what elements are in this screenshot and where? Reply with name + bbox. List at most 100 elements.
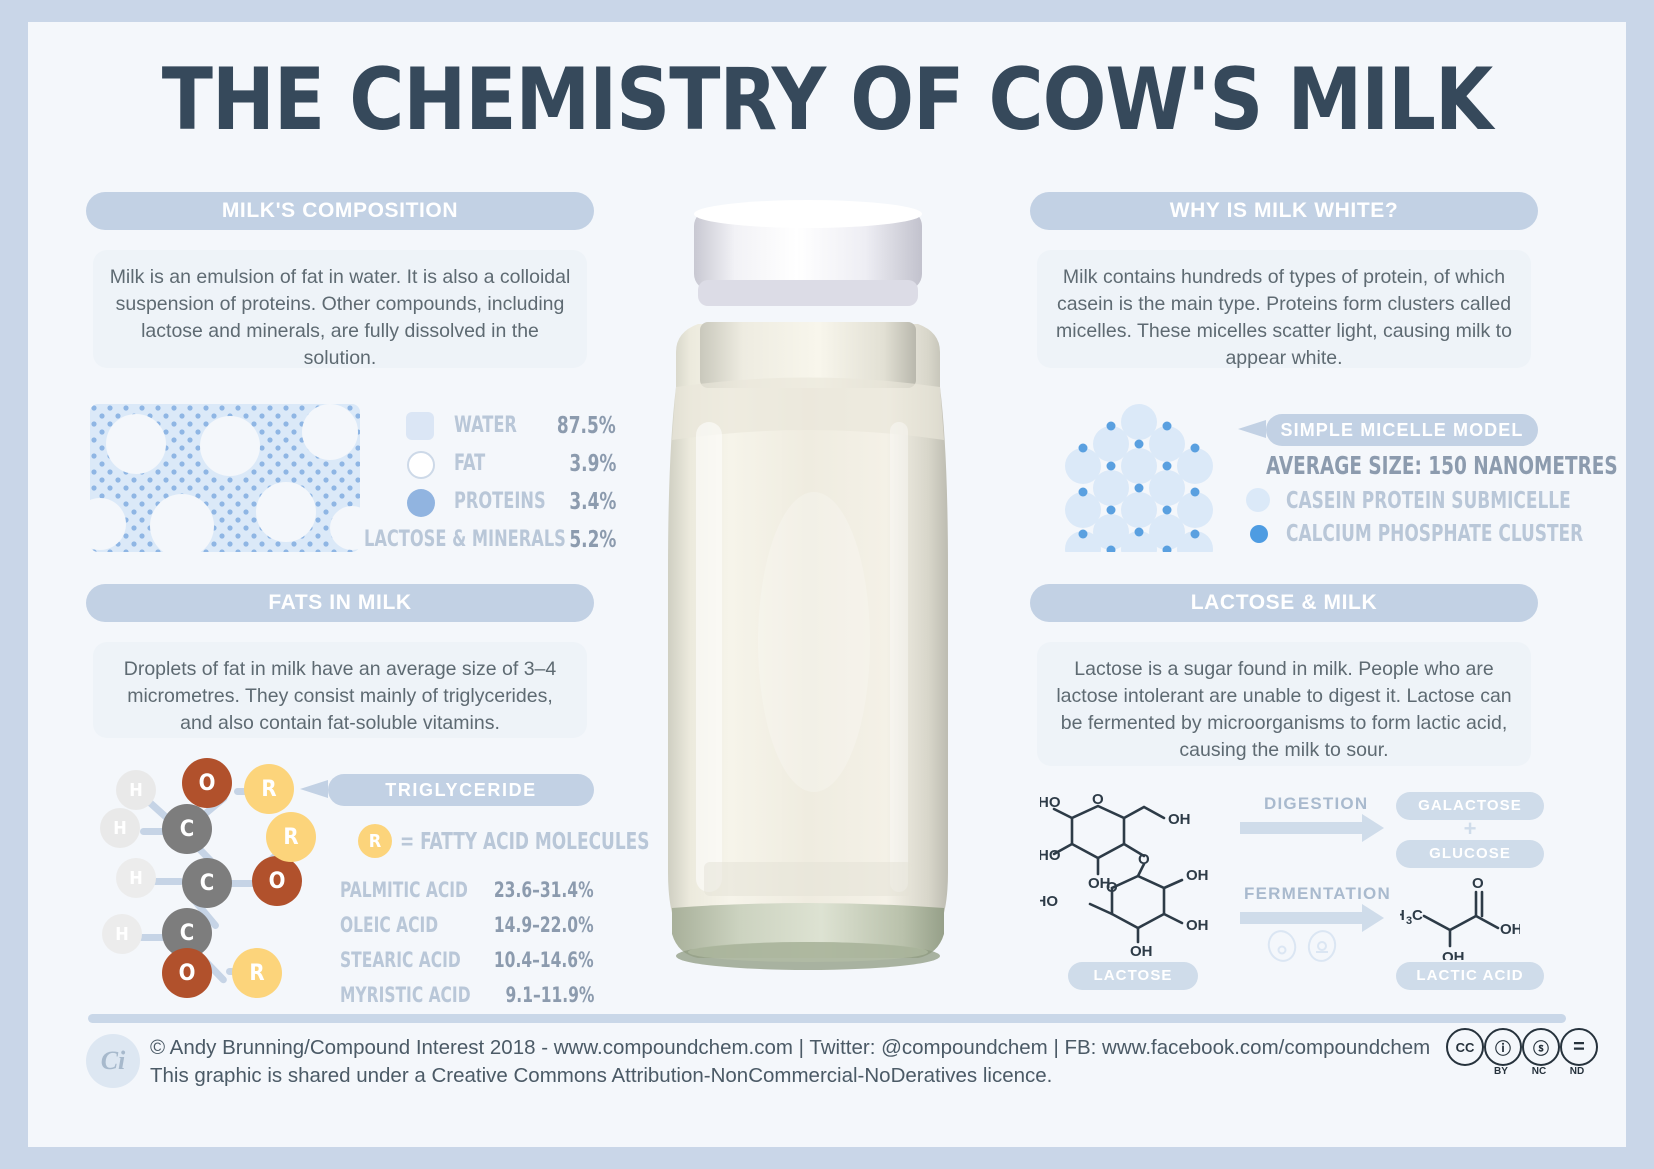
cc-sub-label: NC	[1531, 1066, 1547, 1077]
svg-text:O: O	[1472, 875, 1484, 892]
cc-icon: CC	[1446, 1028, 1484, 1066]
tag-glucose: GLUCOSE	[1396, 840, 1544, 868]
fatty-acid-name: STEARIC ACID	[340, 948, 461, 972]
section-header-fats: FATS IN MILK	[86, 584, 594, 622]
tag-lactose: LACTOSE	[1068, 962, 1198, 990]
arrow-head-fermentation	[1362, 904, 1384, 932]
legend-row-fat: FAT 3.9%	[406, 447, 616, 481]
svg-text:OH: OH	[1186, 917, 1209, 934]
atom-r: R	[244, 764, 294, 814]
arrow-head-digestion	[1362, 814, 1384, 842]
microorganism-icons	[1267, 930, 1337, 962]
footer-line-1: © Andy Brunning/Compound Interest 2018 -…	[150, 1036, 1431, 1059]
cc-by-icon: ⓘ	[1484, 1028, 1522, 1066]
fatty-acid-range: 10.4–14.6%	[494, 948, 594, 972]
svg-text:OH: OH	[1186, 867, 1209, 884]
svg-text:OH: OH	[1168, 811, 1191, 828]
svg-text:HO: HO	[1040, 893, 1058, 910]
legend-label-fat: FAT	[454, 451, 486, 476]
svg-text:OH: OH	[1442, 949, 1465, 960]
bond	[142, 878, 184, 885]
atom-c: C	[182, 858, 232, 908]
legend-label-water: WATER	[454, 413, 517, 438]
svg-text:O: O	[1092, 791, 1104, 808]
swatch-fat-circle	[407, 451, 435, 479]
svg-text:3: 3	[1406, 915, 1412, 927]
legend-value-lactose-minerals: 5.2%	[568, 527, 616, 553]
legend-label-casein-submicelle: CASEIN PROTEIN SUBMICELLE	[1286, 488, 1571, 514]
cc-nd-icon: =	[1560, 1028, 1598, 1066]
fatty-acid-range: 23.6–31.4%	[494, 878, 594, 902]
section-header-composition: MILK'S COMPOSITION	[86, 192, 594, 230]
cc-sub-label: ND	[1569, 1066, 1585, 1077]
legend-row-water: WATER 87.5%	[406, 409, 616, 443]
atom-o: O	[182, 758, 232, 808]
fatty-acid-range: 14.9–22.0%	[494, 913, 594, 937]
flow-label-digestion: DIGESTION	[1264, 794, 1369, 813]
svg-text:O: O	[1106, 879, 1118, 896]
swatch-proteins-circle	[407, 489, 435, 517]
callout-triglyceride: TRIGLYCERIDE	[328, 774, 594, 806]
legend-row-lactose-minerals: LACTOSE & MINERALS 5.2%	[364, 523, 616, 557]
triglyceride-molecule: H H H H C C C O O O R R R	[100, 758, 346, 998]
legend-value-proteins: 3.4%	[568, 489, 616, 515]
bond	[226, 880, 266, 887]
cc-sub-label: BY	[1494, 1066, 1508, 1077]
infographic-page: THE CHEMISTRY OF COW'S MILK MILK'S COMPO…	[28, 22, 1626, 1147]
flow-label-fermentation: FERMENTATION	[1244, 884, 1391, 903]
tag-lactic-acid: LACTIC ACID	[1396, 962, 1544, 990]
atom-h: H	[116, 770, 156, 810]
legend-value-fat: 3.9%	[568, 451, 616, 477]
fatty-acid-name: OLEIC ACID	[340, 913, 439, 937]
cc-nc-icon: ⓢ	[1522, 1028, 1560, 1066]
footer-divider	[88, 1014, 1566, 1023]
swatch-calcium-phosphate	[1250, 525, 1268, 543]
svg-text:HO: HO	[1040, 847, 1061, 864]
callout-simple-micelle-model: SIMPLE MICELLE MODEL	[1266, 414, 1538, 446]
fatty-acid-name: MYRISTIC ACID	[340, 983, 471, 1007]
lactose-body-text: Lactose is a sugar found in milk. People…	[1037, 642, 1531, 766]
key-symbol-r: R	[358, 824, 392, 858]
atom-h: H	[100, 808, 140, 848]
section-header-white: WHY IS MILK WHITE?	[1030, 192, 1538, 230]
micelle-average-size: AVERAGE SIZE: 150 NANOMETRES	[1266, 451, 1618, 480]
svg-text:O: O	[1138, 851, 1150, 868]
svg-text:H: H	[1400, 907, 1405, 924]
creative-commons-badges: CC ⓘ BY ⓢ NC = ND	[1446, 1028, 1598, 1090]
fatty-acid-range: 9.1–11.9%	[505, 983, 594, 1007]
fatty-acid-name: PALMITIC ACID	[340, 878, 468, 902]
bond	[140, 828, 182, 835]
svg-text:OH: OH	[1088, 875, 1111, 892]
page-title: THE CHEMISTRY OF COW'S MILK	[161, 50, 1493, 150]
emulsion-diagram	[90, 404, 360, 552]
footer-text: © Andy Brunning/Compound Interest 2018 -…	[150, 1034, 1440, 1090]
atom-r: R	[266, 812, 316, 862]
lactic-acid-structure: H 3 C O OH OH	[1400, 875, 1520, 960]
lactose-structure: HO O OH HO OH O OH O OH HO OH	[1040, 791, 1209, 957]
svg-text:HO: HO	[1040, 794, 1061, 811]
composition-body-text: Milk is an emulsion of fat in water. It …	[93, 250, 587, 369]
arrow-bar-fermentation	[1240, 912, 1362, 924]
callout-tail-micelle	[1238, 420, 1266, 438]
legend-label-calcium-phosphate: CALCIUM PHOSPHATE CLUSTER	[1286, 521, 1584, 547]
atom-c: C	[162, 804, 212, 854]
bond	[138, 934, 180, 941]
swatch-casein-submicelle	[1246, 488, 1270, 512]
atom-r: R	[232, 948, 282, 998]
legend-row-proteins: PROTEINS 3.4%	[406, 485, 616, 519]
compound-interest-logo: Ci	[86, 1034, 140, 1088]
micelle-diagram	[1065, 404, 1213, 552]
key-text-fatty-acid: = FATTY ACID MOLECULES	[400, 829, 650, 855]
tag-galactose: GALACTOSE	[1396, 792, 1544, 820]
atom-o: O	[252, 856, 302, 906]
white-body-text: Milk contains hundreds of types of prote…	[1037, 250, 1531, 369]
plus-sign: +	[1463, 816, 1477, 841]
svg-text:OH: OH	[1130, 943, 1153, 957]
atom-o: O	[162, 948, 212, 998]
legend-label-lactose-minerals: LACTOSE & MINERALS	[364, 527, 566, 552]
atom-h: H	[116, 858, 156, 898]
svg-text:OH: OH	[1500, 921, 1520, 938]
arrow-bar-digestion	[1240, 822, 1362, 834]
callout-tail-triglyceride	[300, 780, 328, 798]
swatch-water-square	[406, 412, 434, 440]
